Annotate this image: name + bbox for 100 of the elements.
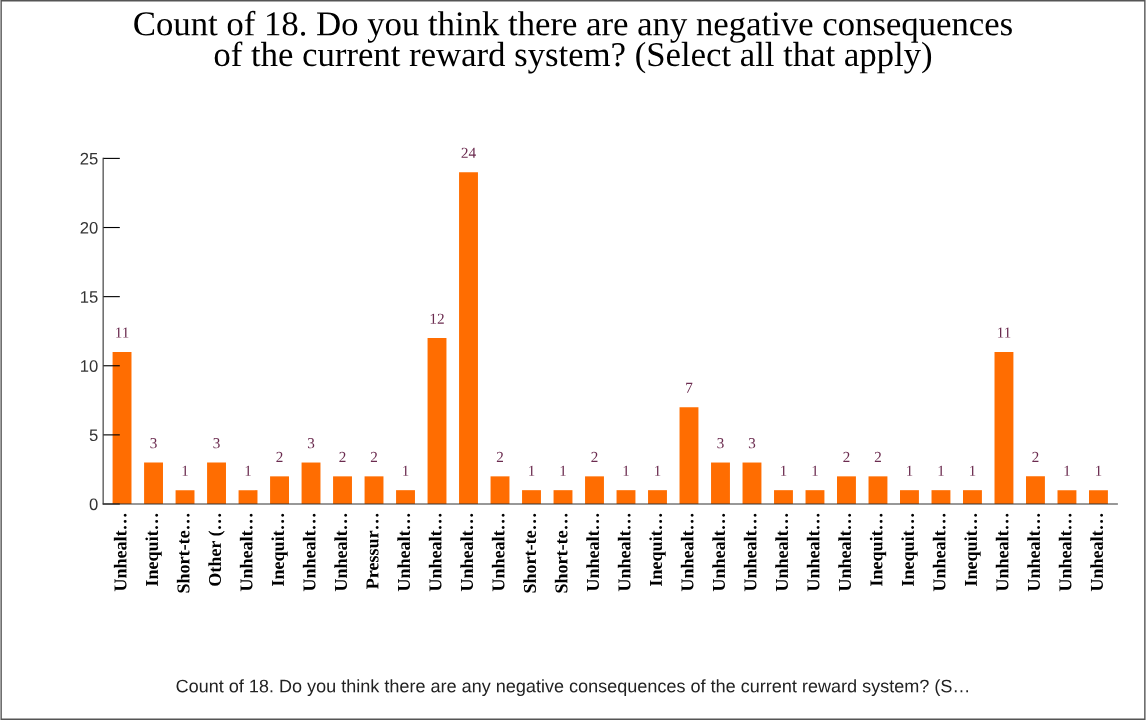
bar <box>900 490 919 504</box>
x-tick-label: Pressur… <box>366 513 379 589</box>
bar <box>112 351 132 504</box>
y-tick-label: 5 <box>89 429 98 442</box>
data-label: 1 <box>529 465 535 476</box>
y-tick-label: 20 <box>80 221 98 234</box>
data-label: 11 <box>116 327 129 338</box>
bar <box>238 490 258 504</box>
data-label: 3 <box>717 438 724 449</box>
bar <box>522 490 541 504</box>
data-label: 12 <box>430 313 444 324</box>
bar <box>711 462 730 504</box>
data-label: 2 <box>276 451 283 462</box>
y-tick-label: 25 <box>80 152 98 165</box>
data-label: 1 <box>560 465 566 476</box>
data-label: 1 <box>938 465 944 476</box>
x-tick-label: Unhealt… <box>1027 513 1041 592</box>
x-tick-label: Unhealt… <box>113 513 127 592</box>
bar <box>175 490 195 504</box>
x-tick-label: Short-te… <box>523 513 537 593</box>
data-label: 2 <box>1032 451 1039 462</box>
bar <box>459 172 478 504</box>
x-tick-label: Inequit… <box>869 513 887 586</box>
bar <box>805 490 825 504</box>
data-label: 2 <box>874 451 881 462</box>
bar <box>490 476 510 504</box>
data-label: 1 <box>812 465 818 476</box>
data-label: 3 <box>748 438 756 449</box>
bar <box>616 490 636 504</box>
x-axis-title: Count of 18. Do you think there are any negative consequences of the current reward system? (S… <box>176 679 969 697</box>
data-label: 1 <box>403 465 409 476</box>
data-label: 1 <box>623 465 629 476</box>
data-label: 11 <box>997 327 1011 338</box>
bar <box>333 476 352 504</box>
bar <box>301 462 321 504</box>
data-label: 1 <box>1064 465 1070 476</box>
y-tick-label: 10 <box>81 360 98 372</box>
x-tick-label: Unhealt… <box>1090 513 1104 592</box>
bar <box>742 462 762 504</box>
bar <box>1089 490 1108 504</box>
data-label: 24 <box>461 147 476 158</box>
data-label: 1 <box>245 465 251 476</box>
bar <box>1057 490 1077 504</box>
x-tick-label: Short-te… <box>554 513 568 593</box>
data-label: 1 <box>182 465 188 476</box>
x-tick-label: Unhealt… <box>334 513 348 592</box>
data-label: 2 <box>339 451 346 462</box>
bar <box>679 407 699 504</box>
x-tick-label: Inequit… <box>145 513 162 586</box>
x-tick-label: Unhealt… <box>712 513 726 592</box>
data-label: 2 <box>370 451 377 462</box>
x-tick-label: Inequit… <box>649 513 666 586</box>
y-tick-label: 0 <box>89 498 98 511</box>
bar <box>774 490 793 504</box>
data-label: 1 <box>655 465 661 476</box>
data-label: 3 <box>307 438 315 449</box>
x-tick-label: Unhealt… <box>239 513 253 592</box>
data-label: 1 <box>906 465 913 476</box>
x-tick-label: Other (… <box>208 513 225 586</box>
x-tick-label: Short-te… <box>176 513 190 593</box>
x-tick-label: Unhealt… <box>743 513 757 592</box>
x-tick-label: Unhealt… <box>806 513 820 592</box>
data-label: 1 <box>781 465 787 476</box>
bar <box>994 351 1014 504</box>
x-tick-label: Unhealt… <box>460 513 474 592</box>
x-tick-label: Inequit… <box>901 513 918 586</box>
bar <box>553 490 573 504</box>
bar <box>364 476 384 504</box>
x-tick-label: Unhealt… <box>932 513 946 592</box>
bar <box>270 476 289 504</box>
x-tick-label: Unhealt… <box>428 513 442 592</box>
bar <box>144 462 163 504</box>
data-label: 2 <box>843 451 850 462</box>
x-tick-label: Unhealt… <box>775 513 789 592</box>
x-tick-label: Unhealt… <box>491 513 505 592</box>
x-tick-label: Unhealt… <box>1058 513 1072 592</box>
chart-title: Count of 18. Do you think there are any negative consequences of the current reward system? (Select all that apply) <box>134 10 1012 74</box>
data-label: 7 <box>686 382 693 393</box>
data-label: 1 <box>969 465 976 476</box>
bar <box>963 490 982 504</box>
x-tick-label: Inequit… <box>964 513 981 586</box>
x-tick-label: Unhealt… <box>397 513 411 592</box>
bar <box>648 490 667 504</box>
bar <box>427 338 447 504</box>
x-tick-label: Unhealt… <box>617 513 631 592</box>
x-tick-label: Unhealt… <box>838 513 852 592</box>
y-tick-label: 15 <box>81 291 98 303</box>
x-tick-label: Unhealt… <box>586 513 600 592</box>
x-tick-label: Unhealt… <box>302 513 316 592</box>
bar <box>931 490 951 504</box>
bar <box>396 490 415 504</box>
x-tick-label: Unhealt… <box>995 513 1009 592</box>
x-tick-label: Unhealt… <box>680 513 694 592</box>
bar <box>585 476 604 504</box>
x-tick-label: Inequit… <box>271 513 288 586</box>
data-label: 3 <box>150 438 157 449</box>
bar <box>207 462 226 504</box>
data-label: 1 <box>1095 465 1102 476</box>
bar <box>1026 476 1045 504</box>
data-label: 3 <box>213 438 220 449</box>
